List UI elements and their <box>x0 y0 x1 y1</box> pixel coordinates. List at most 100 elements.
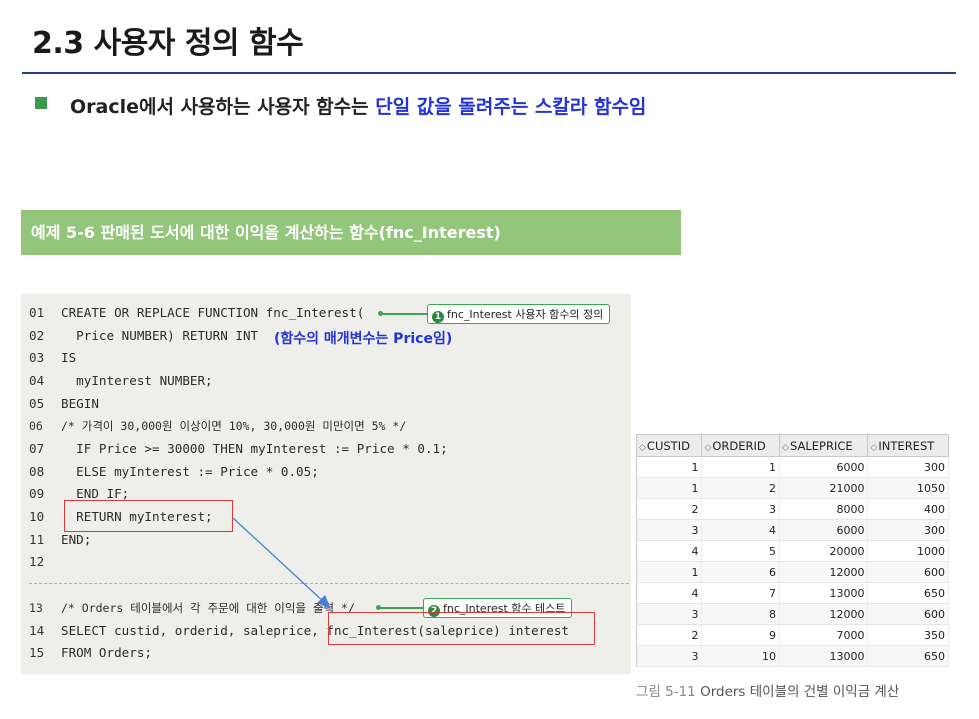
line-number: 04 <box>29 373 45 388</box>
bullet-text-prefix: Oracle에서 사용하는 사용자 함수는 <box>70 96 376 118</box>
callout-number-icon: 1 <box>432 311 444 323</box>
line-number: 10 <box>29 509 45 524</box>
table-cell: 1 <box>636 477 703 499</box>
code-text: myInterest NUMBER; <box>61 373 213 388</box>
table-cell: 3 <box>636 603 703 625</box>
line-number: 01 <box>29 305 45 320</box>
parameter-note: (함수의 매개변수는 Price임) <box>274 331 453 347</box>
table-cell: 13000 <box>779 645 869 667</box>
line-number: 05 <box>29 396 45 411</box>
bullet-text-highlight: 단일 값을 돌려주는 스칼라 함수임 <box>375 96 647 118</box>
table-cell: 9 <box>701 624 781 646</box>
line-number: 14 <box>29 623 45 638</box>
column-header-custid[interactable]: ◇CUSTID <box>635 434 703 457</box>
return-statement-highlight <box>64 500 233 532</box>
code-text: FROM Orders; <box>61 645 152 660</box>
column-header-saleprice[interactable]: ◇SALEPRICE <box>779 434 869 457</box>
code-line-07: 07 IF Price >= 30000 THEN myInterest := … <box>29 439 448 459</box>
line-number: 06 <box>29 419 43 433</box>
table-cell: 6000 <box>779 519 869 541</box>
line-number: 08 <box>29 464 45 479</box>
column-header-label: ORDERID <box>712 438 766 453</box>
table-cell: 300 <box>867 519 949 541</box>
table-cell: 350 <box>867 624 949 646</box>
table-row: 3 10 13000 650 <box>636 645 949 667</box>
table-cell: 650 <box>867 582 949 604</box>
table-cell: 600 <box>867 561 949 583</box>
table-cell: 12000 <box>779 561 869 583</box>
column-header-label: SALEPRICE <box>789 438 853 453</box>
code-text: Price NUMBER) RETURN INT <box>61 328 259 343</box>
line-number: 13 <box>29 601 43 615</box>
code-line-02: 02 Price NUMBER) RETURN INT <box>29 326 258 346</box>
table-cell: 4 <box>701 519 781 541</box>
table-cell: 300 <box>867 456 949 478</box>
column-header-label: INTEREST <box>878 438 935 453</box>
table-cell: 400 <box>867 498 949 520</box>
line-number: 11 <box>29 532 45 547</box>
table-cell: 6 <box>701 561 781 583</box>
table-row: 1 6 12000 600 <box>636 561 949 583</box>
line-number: 02 <box>29 328 45 343</box>
code-line-09: 09 END IF; <box>29 484 129 504</box>
table-row: 1 2 21000 1050 <box>636 477 949 499</box>
table-cell: 6000 <box>779 456 869 478</box>
code-line-11: 11 END; <box>29 530 91 550</box>
code-line-01: 01 CREATE OR REPLACE FUNCTION fnc_Interes… <box>29 303 364 323</box>
table-cell: 650 <box>867 645 949 667</box>
code-text: IS <box>61 350 77 365</box>
table-cell: 7 <box>701 582 781 604</box>
line-number: 12 <box>29 554 45 569</box>
table-row: 3 8 12000 600 <box>636 603 949 625</box>
code-text: RETURN myInterest; <box>61 509 213 524</box>
table-header-row: ◇CUSTID ◇ORDERID ◇SALEPRICE ◇INTEREST <box>635 434 949 457</box>
table-cell: 1050 <box>867 477 949 499</box>
callout-1-text: fnc_Interest 사용자 함수의 정의 <box>447 308 604 321</box>
code-line-13: 13 /* Orders 테이블에서 각 주문에 대한 이익을 출력 */ <box>29 598 355 618</box>
table-cell: 12000 <box>779 603 869 625</box>
bullet-square-icon <box>35 97 47 109</box>
table-cell: 1 <box>701 456 781 478</box>
code-text: ELSE myInterest := Price * 0.05; <box>61 464 319 479</box>
code-text: /* 가격이 30,000원 이상이면 10%, 30,000원 미만이면 5%… <box>61 419 407 433</box>
callout-2-text: fnc_Interest 함수 테스트 <box>443 602 566 615</box>
table-cell: 21000 <box>779 477 869 499</box>
code-line-06: 06 /* 가격이 30,000원 이상이면 10%, 30,000원 미만이면 … <box>29 416 406 436</box>
code-text: /* Orders 테이블에서 각 주문에 대한 이익을 출력 */ <box>61 601 355 615</box>
column-header-interest[interactable]: ◇INTEREST <box>867 434 949 457</box>
table-cell: 5 <box>701 540 781 562</box>
table-row: 1 1 6000 300 <box>636 456 949 478</box>
table-cell: 3 <box>701 498 781 520</box>
table-row: 4 7 13000 650 <box>636 582 949 604</box>
callout-1-anchor-dot <box>378 311 383 316</box>
table-cell: 1 <box>636 561 703 583</box>
code-line-12: 12 <box>29 552 61 572</box>
table-cell: 2 <box>636 498 703 520</box>
figure-caption: 그림 5-11 Orders 테이블의 건별 이익금 계산 <box>636 680 899 700</box>
table-cell: 2 <box>636 624 703 646</box>
arrow-line <box>232 517 326 604</box>
line-number: 09 <box>29 486 45 501</box>
sort-icon: ◇ <box>870 442 878 453</box>
callout-2-connector <box>380 607 426 609</box>
arrow-head-icon <box>317 595 331 609</box>
code-text: BEGIN <box>61 396 99 411</box>
line-number: 07 <box>29 441 45 456</box>
callout-1: 1 fnc_Interest 사용자 함수의 정의 <box>427 304 611 324</box>
figure-caption-number: 그림 5-11 <box>636 684 696 700</box>
code-text: END IF; <box>61 486 130 501</box>
title-underline <box>22 72 956 74</box>
code-panel: 01 CREATE OR REPLACE FUNCTION fnc_Interes… <box>21 294 631 674</box>
code-text: CREATE OR REPLACE FUNCTION fnc_Interest( <box>61 305 365 320</box>
code-line-04: 04 myInterest NUMBER; <box>29 371 213 391</box>
table-cell: 600 <box>867 603 949 625</box>
table-cell: 3 <box>636 645 703 667</box>
code-divider <box>29 583 629 584</box>
column-header-orderid[interactable]: ◇ORDERID <box>701 434 781 457</box>
table-cell: 13000 <box>779 582 869 604</box>
table-cell: 8000 <box>779 498 869 520</box>
code-line-10: 10 RETURN myInterest; <box>29 507 213 527</box>
column-header-label: CUSTID <box>646 438 690 453</box>
callout-2-anchor-dot <box>376 605 381 610</box>
